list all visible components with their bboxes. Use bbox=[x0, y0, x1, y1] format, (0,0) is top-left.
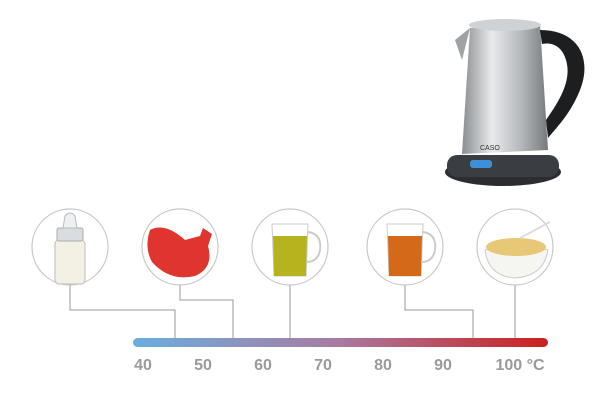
baby-bottle-icon bbox=[31, 208, 109, 286]
green-tea-icon bbox=[251, 208, 329, 286]
scale-label: 60 bbox=[254, 357, 272, 374]
scale-label: 90 bbox=[434, 357, 452, 374]
noodle-bowl-icon bbox=[476, 208, 554, 286]
scale-label: 40 bbox=[134, 357, 152, 374]
scale-label: 70 bbox=[314, 357, 332, 374]
temperature-bar bbox=[133, 338, 548, 347]
svg-text:CASO: CASO bbox=[480, 145, 500, 152]
scale-label: 80 bbox=[374, 357, 392, 374]
hot-water-bottle-icon bbox=[141, 208, 219, 286]
scale-labels: 40 50 60 70 80 90 100 °C bbox=[134, 357, 545, 374]
connectors bbox=[69, 285, 516, 342]
scale-label: 100 °C bbox=[495, 357, 545, 374]
kettle-image: CASO bbox=[445, 19, 585, 186]
black-tea-icon bbox=[366, 208, 444, 286]
scale-label: 50 bbox=[194, 357, 212, 374]
